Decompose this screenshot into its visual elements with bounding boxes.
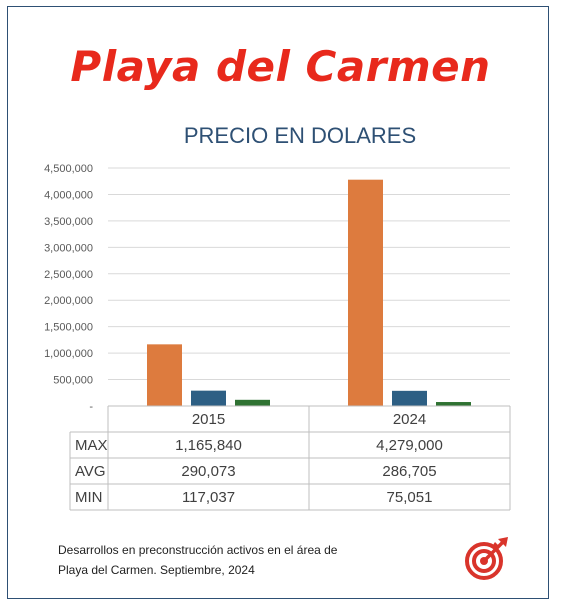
headline: Playa del Carmen <box>70 42 491 91</box>
x-category-label: 2015 <box>192 411 225 428</box>
data-label: 286,705 <box>382 463 436 480</box>
chart-frame <box>7 6 549 599</box>
bar-max <box>147 344 182 406</box>
data-label: 4,279,000 <box>376 437 443 454</box>
data-label: 75,051 <box>387 489 433 506</box>
footnote-line-2: Playa del Carmen. Septiembre, 2024 <box>58 563 255 577</box>
y-tick-label: 500,000 <box>53 375 93 387</box>
y-tick-label: 2,000,000 <box>44 295 93 307</box>
bar-avg <box>191 390 226 406</box>
y-tick-label: 4,000,000 <box>44 189 93 201</box>
footnote-line-1: Desarrollos en preconstrucción activos e… <box>58 543 338 557</box>
bar-min <box>235 399 270 406</box>
y-tick-label: 1,000,000 <box>44 348 93 360</box>
series-name: MAX <box>75 437 108 454</box>
y-tick-label: 2,500,000 <box>44 269 93 281</box>
bar-avg <box>392 390 427 406</box>
y-tick-label: 3,000,000 <box>44 242 93 254</box>
series-name: MIN <box>75 489 103 506</box>
y-tick-label: 1,500,000 <box>44 322 93 334</box>
data-label: 1,165,840 <box>175 437 242 454</box>
target-arrow-logo-icon <box>465 537 508 580</box>
series-name: AVG <box>75 463 106 480</box>
data-label: 117,037 <box>182 489 235 506</box>
bar-min <box>436 402 471 406</box>
y-tick-label: 4,500,000 <box>44 163 93 175</box>
y-tick-label: - <box>89 401 93 413</box>
footnote: Desarrollos en preconstrucción activos e… <box>58 540 337 580</box>
x-category-label: 2024 <box>393 411 426 428</box>
data-label: 290,073 <box>181 463 235 480</box>
y-tick-label: 3,500,000 <box>44 216 93 228</box>
bar-max <box>348 179 383 406</box>
chart-title: PRECIO EN DOLARES <box>183 123 417 148</box>
